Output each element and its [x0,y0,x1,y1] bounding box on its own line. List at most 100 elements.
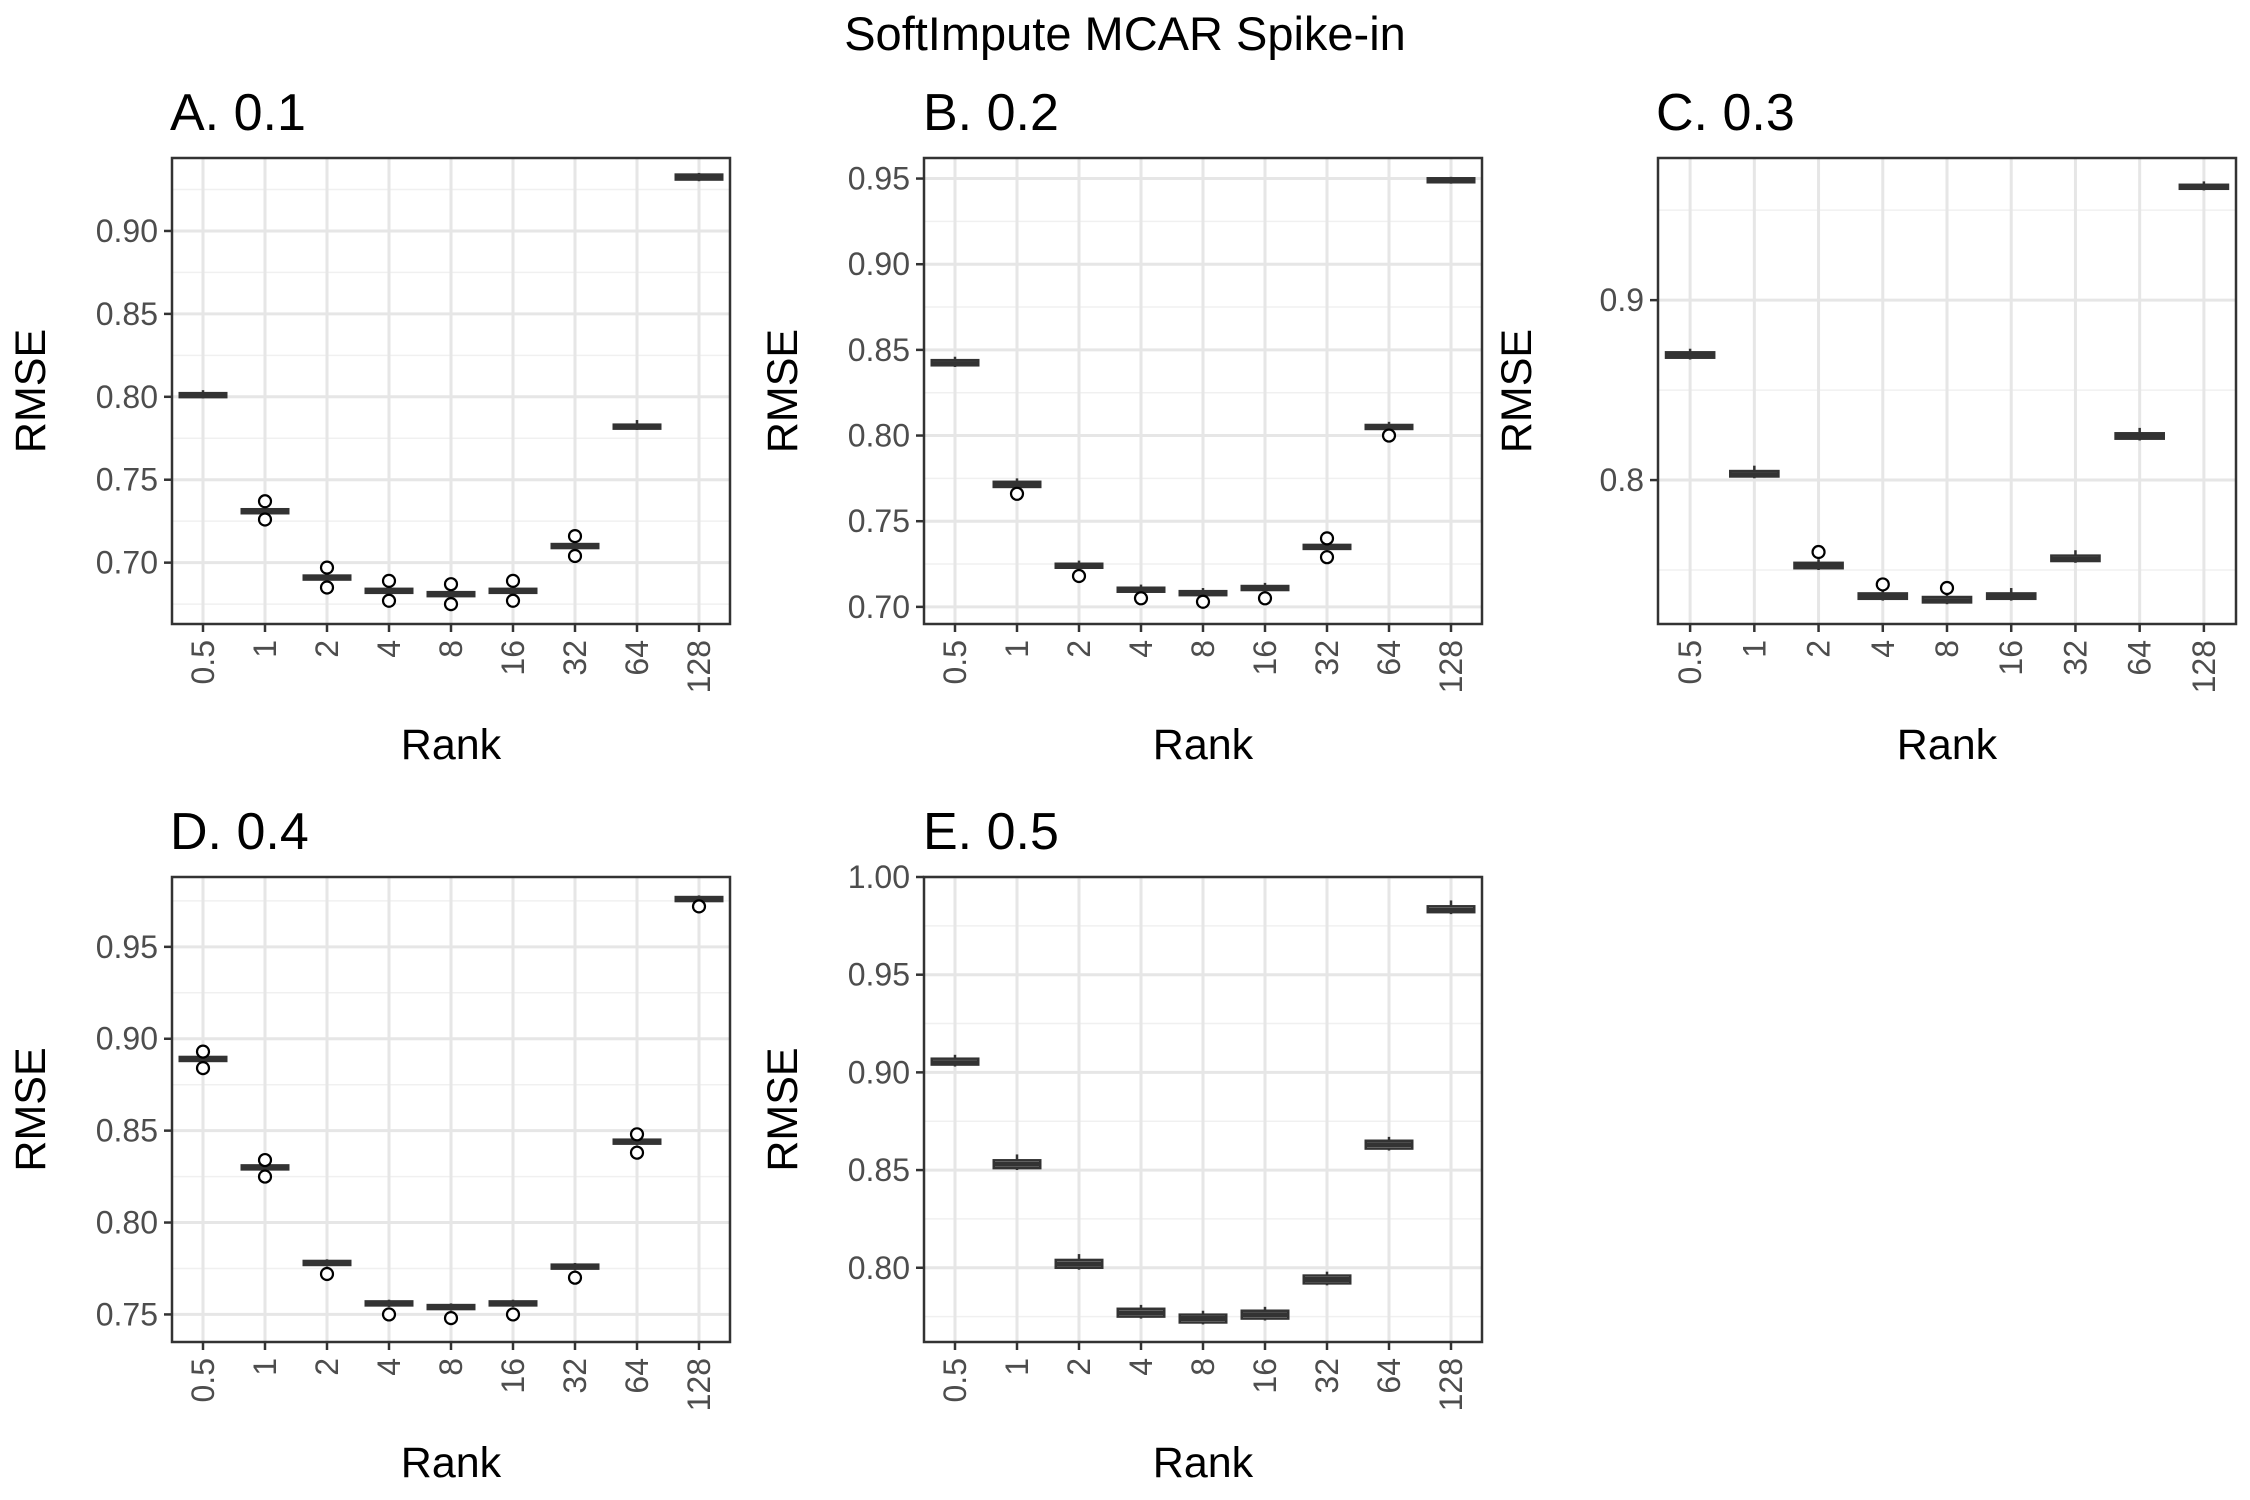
panel-title: A. 0.1 [170,84,306,142]
box-4 [1116,1304,1166,1319]
outlier-point [257,1169,273,1184]
box-4 [1116,584,1166,606]
box-128 [674,172,724,182]
y-tick-label: 0.95 [848,957,910,993]
x-tick-label: 0.5 [937,1358,973,1402]
box-4 [364,1299,414,1322]
outlier-point [257,494,273,509]
box-128 [1426,176,1476,184]
outlier-point [1811,544,1826,560]
y-tick-label: 0.75 [96,1296,158,1332]
panel-title: E. 0.5 [923,803,1059,861]
x-tick-label: 4 [1865,640,1901,658]
y-tick-label: 0.70 [848,589,910,625]
outlier-point [505,593,521,608]
y-tick-label: 0.90 [848,1054,910,1090]
outlier-point [1875,577,1890,592]
box-2 [302,560,352,595]
box-8 [1921,580,1973,605]
x-tick-label: 64 [1371,1358,1407,1394]
y-tick-label: 0.95 [848,161,910,197]
x-tick-label: 8 [1185,1358,1221,1376]
y-tick-label: 0.85 [96,1113,158,1149]
box-32 [2050,550,2101,563]
x-tick-label: 0.5 [185,640,221,684]
box-64 [612,1127,662,1160]
box-2 [1793,544,1844,571]
x-tick-label: 2 [1061,640,1097,658]
x-tick-label: 4 [1123,1358,1159,1376]
y-tick-label: 0.85 [848,1152,910,1188]
box-64 [1364,1136,1414,1151]
panel-c: 0.8 0.9 0.5 1 2 4 8 16 32 64 128 Rank RMSE C. 0.3 [1493,84,2238,769]
outlier-point [1381,428,1397,443]
x-tick-label: 64 [2122,640,2158,676]
x-tick-label: 64 [619,640,655,676]
x-axis-title: Rank [401,1439,502,1487]
x-tick-label: 32 [2057,640,2093,676]
x-tick-label: 32 [557,1358,593,1394]
x-tick-label: 1 [1736,640,1772,658]
outlier-point [381,593,397,608]
x-tick-label: 16 [1247,640,1283,676]
y-tick-label: 0.8 [1600,462,1644,498]
box-16 [1985,588,2037,601]
x-tick-label: 1 [247,640,283,658]
x-axis-title: Rank [1897,721,1998,769]
outlier-point [567,529,583,544]
outlier-point [567,1270,583,1285]
outlier-point [381,573,397,588]
x-tick-label: 8 [433,640,469,658]
outlier-point [195,1061,211,1076]
outlier-point [195,1044,211,1059]
panel-title: C. 0.3 [1656,84,1795,142]
x-tick-label: 0.5 [185,1358,221,1402]
outlier-point [1319,531,1335,546]
panel-b: 0.70 0.75 0.80 0.85 0.90 0.95 0.5 1 2 4 8 16 32 64 128… [759,84,1484,769]
box-4 [364,573,414,608]
y-tick-label: 0.80 [96,1205,158,1241]
x-tick-label: 8 [1929,640,1965,658]
y-tick-label: 0.75 [96,462,158,498]
box-2 [1054,1254,1104,1270]
box-16 [488,1299,538,1322]
x-tick-label: 1 [999,1358,1035,1376]
outlier-point [257,512,273,527]
box-0.5 [178,1044,228,1076]
panel-e: 0.80 0.85 0.90 0.95 1.00 0.5 1 2 4 8 16 32 64 128 Rank… [759,803,1484,1487]
y-tick-label: 0.90 [96,213,158,249]
y-tick-label: 0.95 [96,929,158,965]
x-tick-label: 128 [2186,640,2222,693]
box-16 [488,573,538,608]
x-tick-label: 32 [557,640,593,676]
x-tick-label: 128 [1433,640,1469,693]
x-tick-label: 2 [309,1358,345,1376]
x-tick-label: 64 [619,1358,655,1394]
box-16 [1240,582,1290,606]
outlier-point [443,596,459,612]
y-axis-title: RMSE [759,329,807,453]
outlier-point [1009,486,1025,501]
x-tick-label: 16 [495,640,531,676]
y-tick-label: 0.9 [1600,282,1644,318]
x-tick-label: 2 [1061,1358,1097,1376]
y-tick-label: 0.90 [96,1021,158,1057]
box-1 [240,494,290,527]
figure-title: SoftImpute MCAR Spike-in [844,7,1406,60]
y-tick-label: 0.80 [96,379,158,415]
x-tick-label: 128 [1433,1358,1469,1411]
box-16 [1240,1306,1290,1321]
box-8 [426,577,476,612]
y-tick-label: 0.75 [848,503,910,539]
x-tick-label: 4 [371,1358,407,1376]
box-64 [1364,421,1414,443]
outlier-point [505,1307,521,1322]
outlier-point [629,1127,645,1142]
y-axis-title: RMSE [1493,329,1541,453]
outlier-point [567,548,583,564]
box-0.5 [930,1054,980,1067]
outlier-point [319,560,335,575]
box-1 [992,478,1042,501]
x-tick-label: 64 [1371,640,1407,676]
